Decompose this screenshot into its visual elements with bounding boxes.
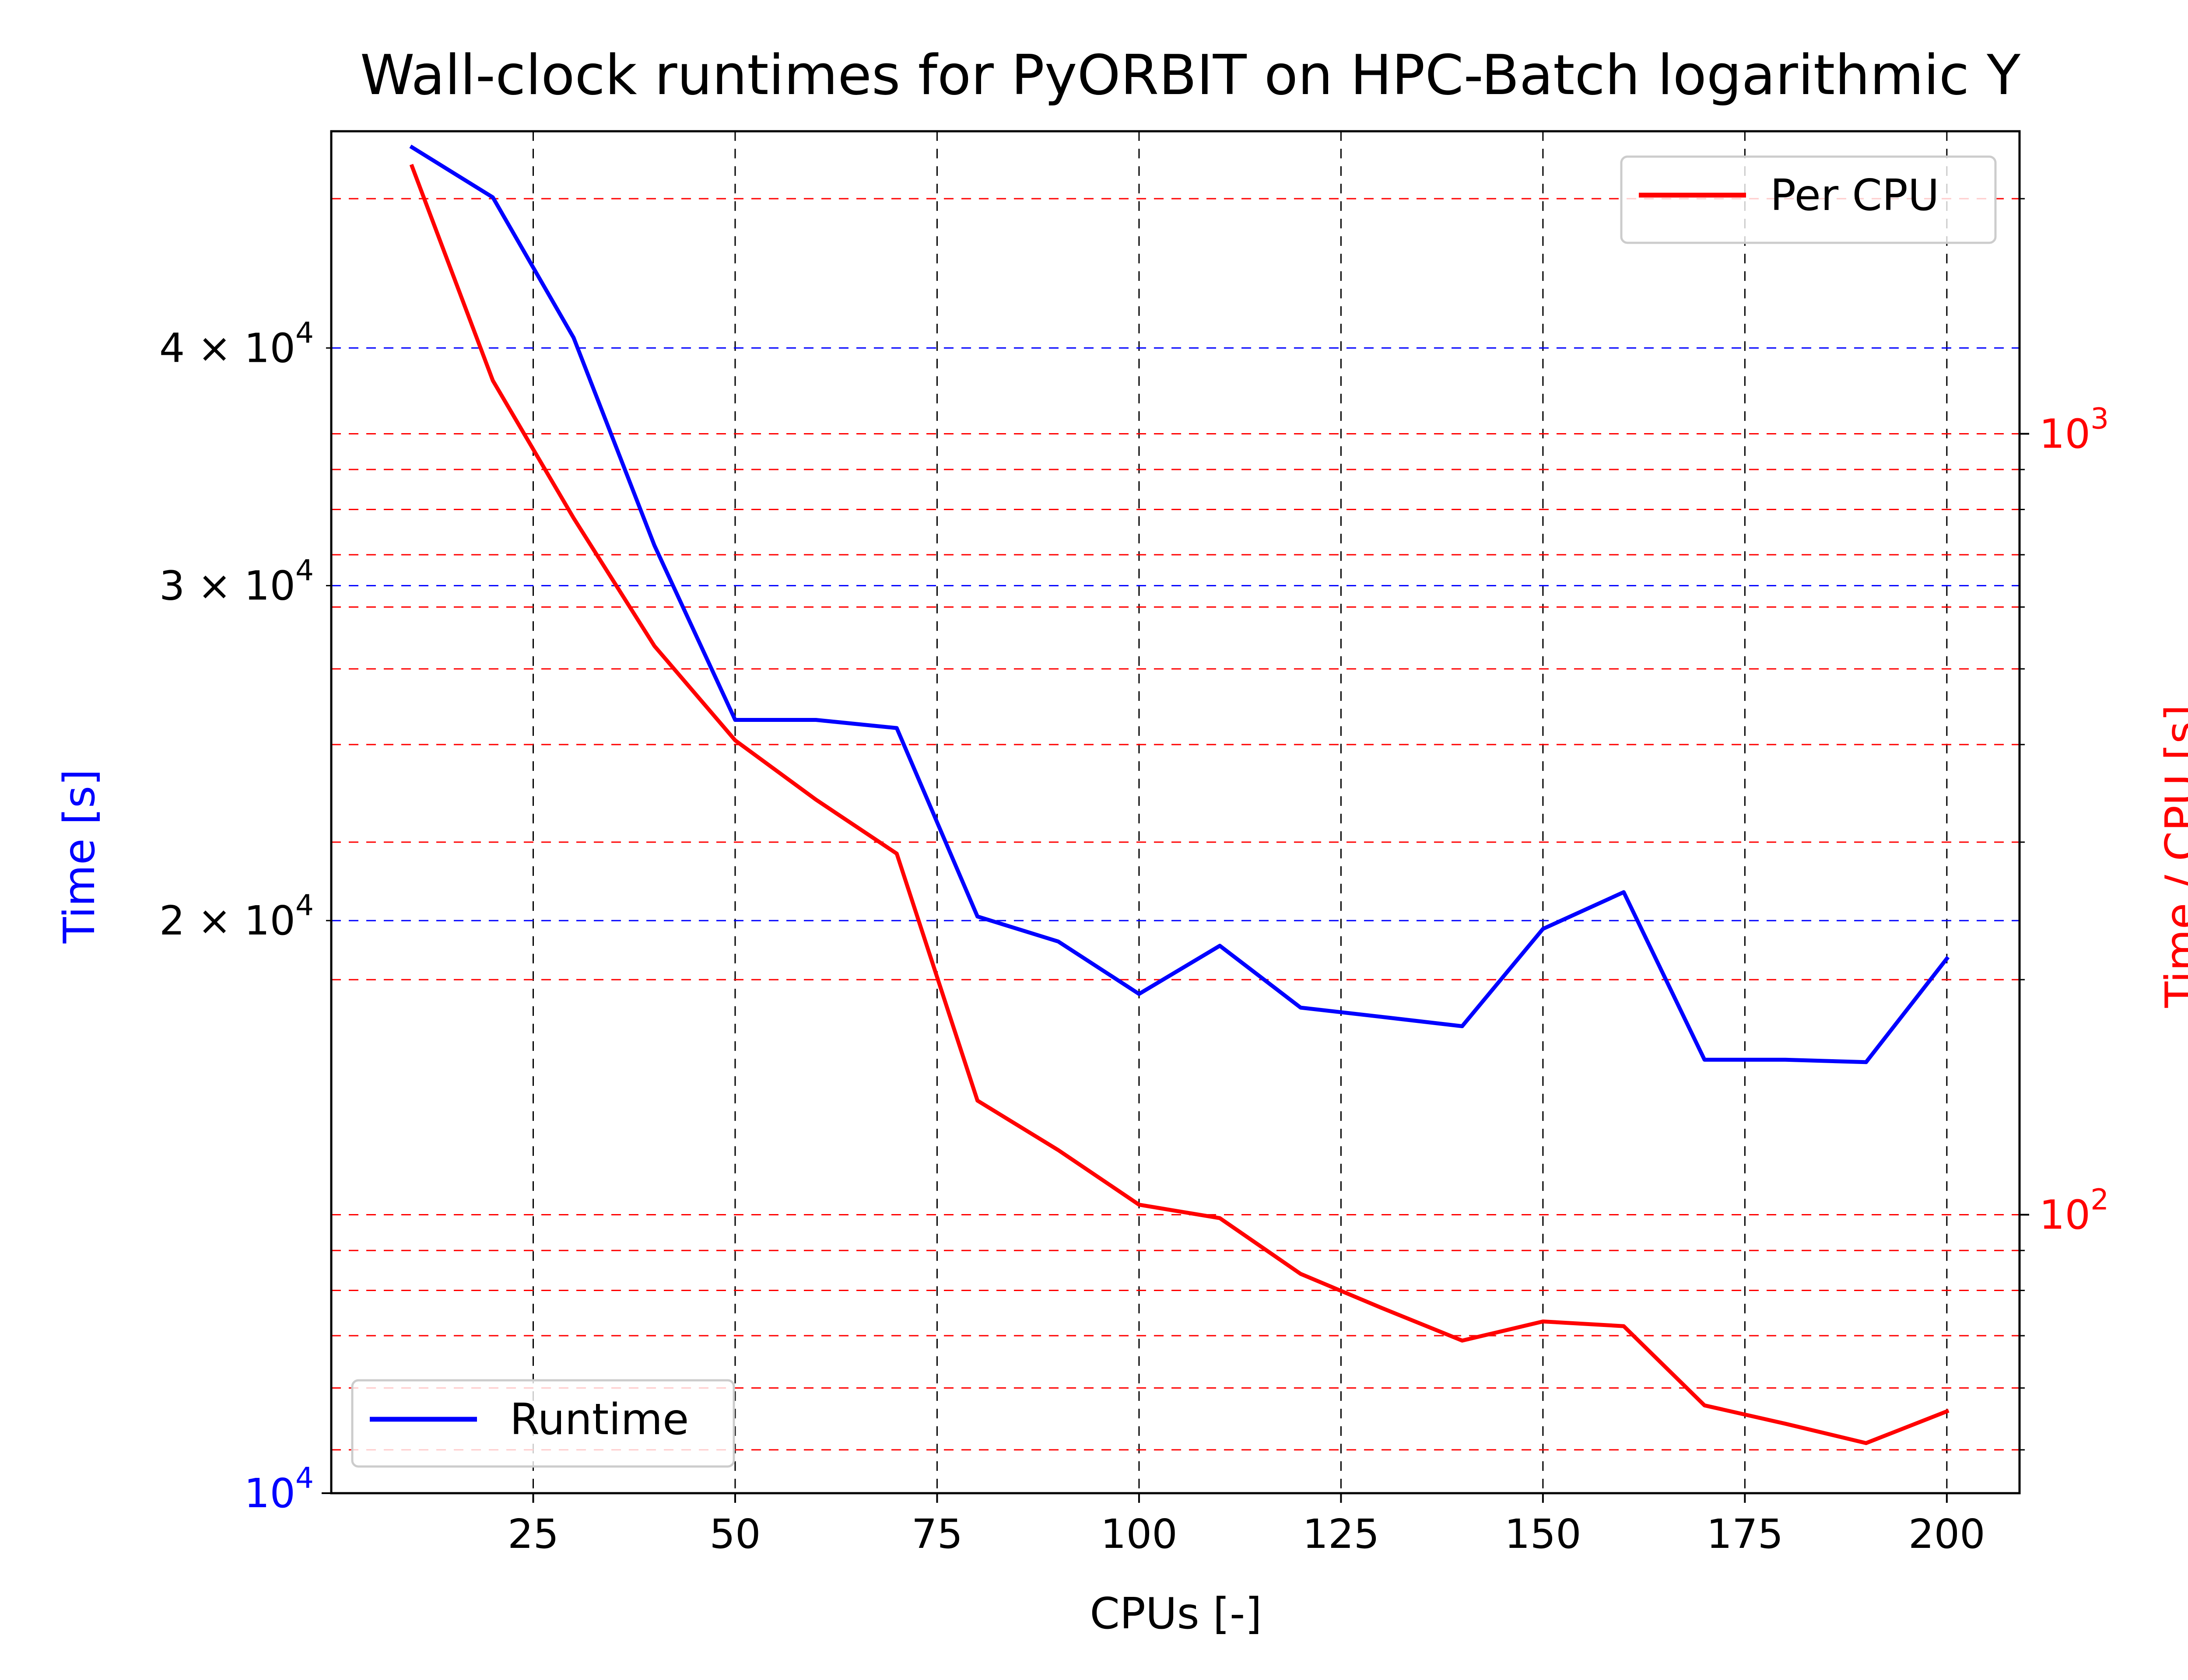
left-tick-label: 4 × 104 <box>159 316 314 371</box>
legend-per-cpu: Per CPU <box>1620 155 1997 244</box>
plot-frame <box>330 130 2021 1494</box>
series-line-runtime <box>409 144 1950 1064</box>
legend-runtime: Runtime <box>351 1379 735 1468</box>
x-axis-label: CPUs [-] <box>1090 1589 1262 1639</box>
series-layer <box>409 144 1950 1445</box>
x-tick-label: 75 <box>912 1511 963 1558</box>
chart-title: Wall-clock runtimes for PyORBIT on HPC-B… <box>360 43 2021 107</box>
x-tick-label: 25 <box>508 1511 559 1558</box>
x-tick-label: 125 <box>1303 1511 1380 1558</box>
x-tick-label: 100 <box>1101 1511 1178 1558</box>
left-tick-label: 3 × 104 <box>159 554 314 609</box>
x-tick-label: 200 <box>1908 1511 1985 1558</box>
x-tick-label: 150 <box>1504 1511 1581 1558</box>
left-axis-label: Time [s] <box>55 769 105 944</box>
x-tick-label: 50 <box>709 1511 761 1558</box>
legend-runtime-box <box>351 1379 735 1468</box>
left-tick-label: 2 × 104 <box>159 889 314 944</box>
legend-per-cpu-box <box>1620 155 1997 244</box>
series-line-per-cpu <box>409 164 1950 1445</box>
legend-per-cpu-label: Per CPU <box>1770 171 1939 220</box>
x-tick-label: 175 <box>1707 1511 1784 1558</box>
right-axis-label: Time / CPU [s] <box>2156 704 2188 1008</box>
legend-runtime-label: Runtime <box>510 1395 689 1445</box>
